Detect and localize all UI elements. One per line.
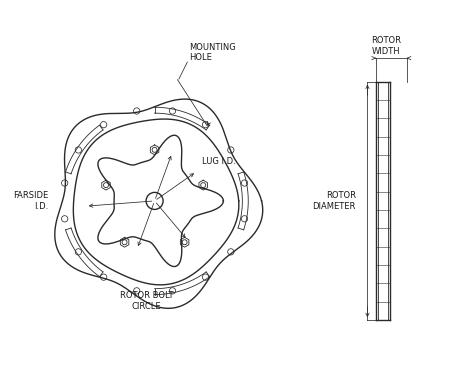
Text: ROTOR
WIDTH: ROTOR WIDTH [371,36,401,56]
Text: ROTOR BOLT
CIRCLE: ROTOR BOLT CIRCLE [120,291,174,311]
Text: MOUNTING
HOLE: MOUNTING HOLE [189,43,235,62]
Text: LUG I.D.: LUG I.D. [202,157,235,166]
Text: ROTOR
DIAMETER: ROTOR DIAMETER [312,191,356,211]
Text: FARSIDE
I.D.: FARSIDE I.D. [13,191,49,211]
